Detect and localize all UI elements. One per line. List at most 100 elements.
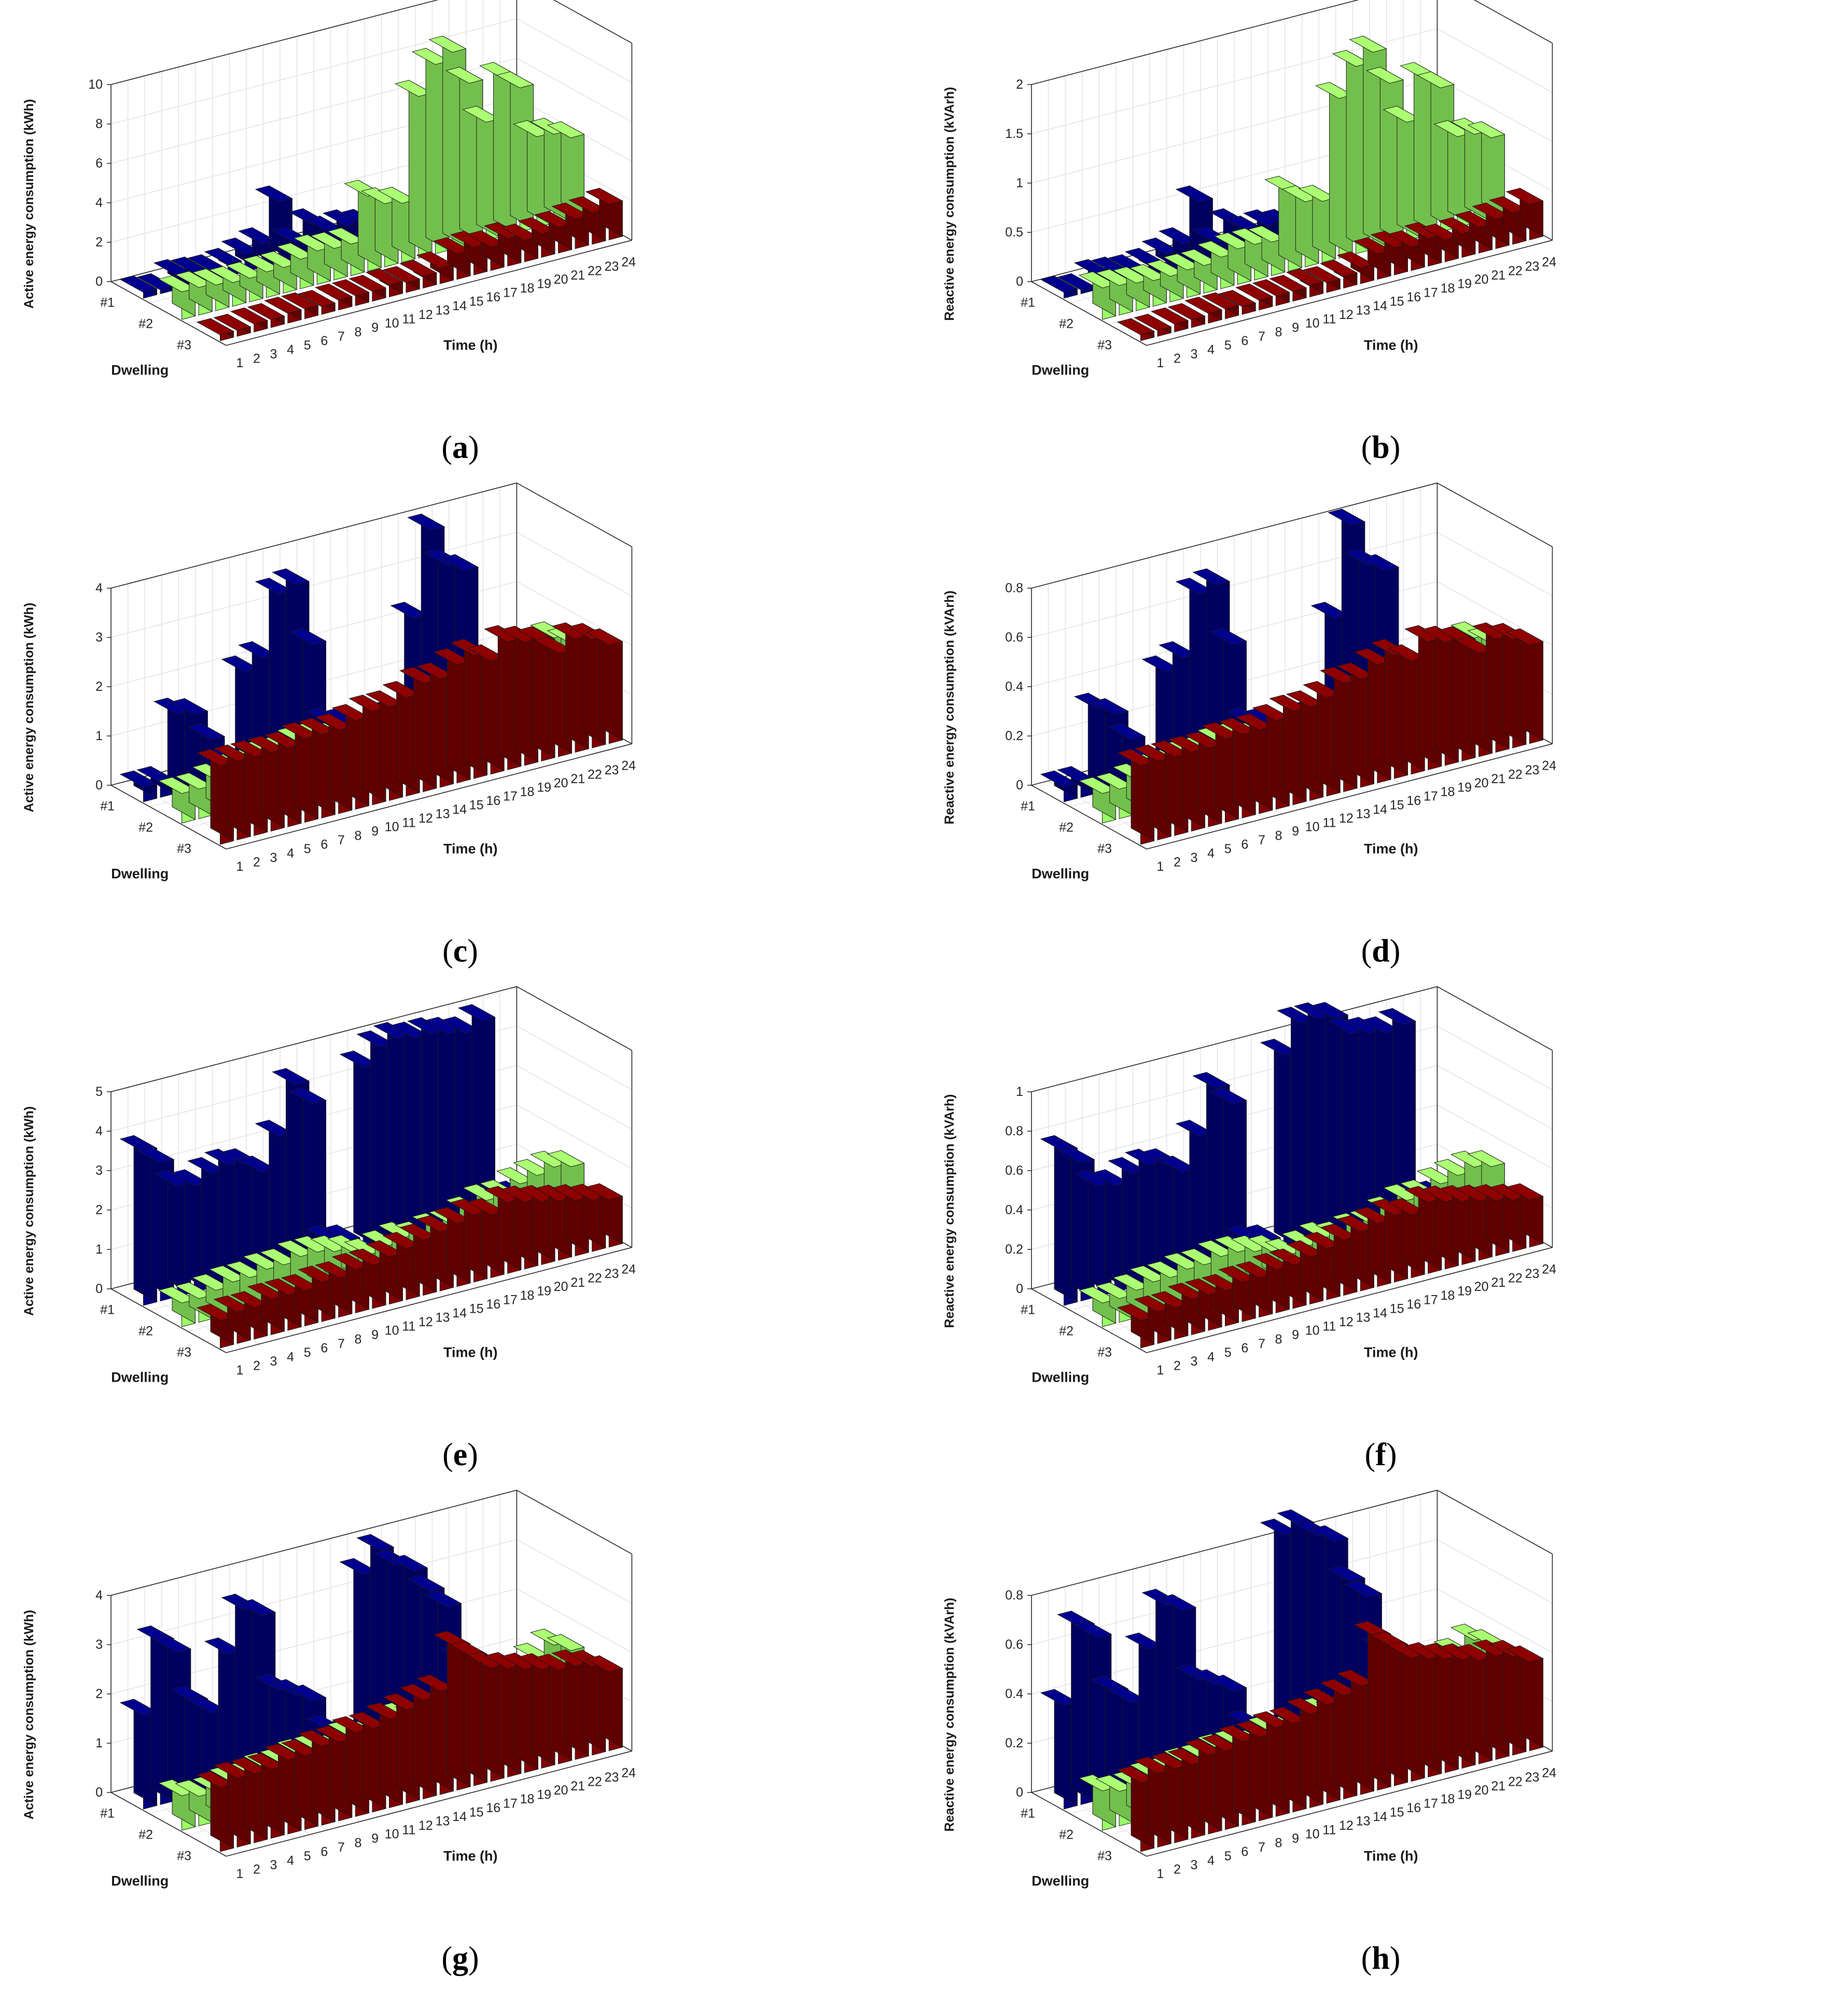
z-tick-label: 1 [95, 1736, 103, 1750]
x-tick-label: 15 [1390, 294, 1404, 309]
y-tick-label: #3 [1097, 1345, 1112, 1360]
z-tick-label: 10 [88, 77, 103, 92]
z-tick-label: 0.8 [1005, 1588, 1023, 1603]
chart-svg: 0 0.2 0.4 0.6 0.8 Reactive energy consumption… [942, 1490, 1556, 1889]
x-tick-label: 13 [436, 1310, 450, 1325]
x-tick-label: 17 [1424, 1293, 1438, 1308]
x-tick-label: 24 [621, 1765, 636, 1780]
x-tick-label: 2 [253, 1862, 260, 1876]
bar-d3-h17 [1387, 230, 1426, 271]
x-tick-label: 3 [1191, 347, 1198, 362]
z-tick-label: 0 [1016, 1282, 1023, 1296]
bar-d3-h1 [1117, 318, 1155, 341]
panel-caption: (e) [442, 1437, 478, 1472]
y-tick-label: #1 [1021, 296, 1035, 310]
x-axis-label: Time (h) [1364, 841, 1418, 857]
y-tick-label: #1 [1021, 1806, 1035, 1821]
bar-d3-h7 [1218, 289, 1257, 315]
x-tick-label: 4 [287, 846, 294, 860]
bar-d3-h12 [382, 266, 421, 293]
z-tick-label: 0.8 [1005, 1124, 1023, 1138]
z-tick-label: 2 [95, 679, 103, 694]
bar-d2-h5 [226, 261, 264, 302]
y-tick-label: #1 [1021, 799, 1035, 814]
x-tick-label: 20 [1474, 1280, 1489, 1294]
bar-d2-h1 [158, 1286, 196, 1327]
x-tick-label: 2 [1174, 351, 1181, 366]
x-tick-label: 10 [385, 316, 399, 331]
x-tick-label: 19 [1457, 781, 1472, 795]
x-axis-label: Time (h) [1364, 1848, 1418, 1864]
bar-d1-h1 [1040, 275, 1078, 299]
x-tick-label: 22 [1508, 767, 1523, 782]
x-tick-label: 1 [236, 356, 243, 370]
bar-d3-h1 [196, 318, 234, 341]
x-tick-label: 13 [436, 807, 450, 821]
y-axis-label: Dwelling [1031, 1370, 1089, 1385]
bar-d3-h10 [1269, 274, 1307, 302]
y-tick-label: #2 [1059, 317, 1073, 331]
z-tick-label: 0.5 [1005, 225, 1023, 240]
z-tick-label: 0.2 [1005, 729, 1023, 743]
x-tick-label: 9 [371, 824, 379, 839]
x-tick-label: 14 [1373, 802, 1387, 817]
z-axis-label: Reactive energy consumption (kVArh) [942, 590, 957, 824]
x-tick-label: 24 [621, 255, 636, 269]
x-tick-label: 2 [253, 351, 260, 366]
y-tick-label: #3 [177, 842, 191, 856]
bar-d3-h24 [585, 628, 623, 744]
x-tick-label: 4 [1207, 1853, 1215, 1868]
chart-panel-a: 0 2 4 6 8 10 Active energy consumption (kWh) 1 2… [0, 0, 920, 504]
x-tick-label: 17 [503, 1293, 518, 1308]
x-tick-label: 4 [1207, 1350, 1215, 1364]
x-tick-label: 22 [588, 263, 602, 278]
x-tick-label: 1 [1156, 1363, 1164, 1378]
bar-d3-h5 [264, 296, 302, 324]
bar-d3-h10 [348, 274, 387, 302]
y-tick-label: #2 [138, 1828, 153, 1842]
x-tick-label: 9 [371, 1831, 379, 1846]
x-tick-label: 24 [1542, 1765, 1556, 1780]
x-tick-label: 18 [520, 785, 535, 799]
x-tick-label: 13 [1356, 1814, 1371, 1828]
x-tick-label: 5 [1224, 338, 1232, 353]
x-tick-label: 21 [1491, 1275, 1505, 1290]
z-tick-label: 2 [95, 235, 103, 249]
z-tick-label: 3 [95, 1637, 103, 1652]
x-tick-label: 13 [1356, 1310, 1371, 1325]
x-tick-label: 18 [1441, 281, 1455, 296]
bar-d3-h3 [1150, 307, 1189, 332]
x-tick-label: 14 [452, 1810, 467, 1824]
bar-d1-h1 [119, 275, 158, 299]
bar-d3-h6 [281, 292, 319, 319]
x-tick-label: 18 [520, 1792, 535, 1806]
x-tick-label: 13 [1356, 807, 1371, 821]
x-tick-label: 3 [1191, 1354, 1198, 1369]
x-tick-label: 12 [1339, 1818, 1354, 1833]
bar-d2-h24 [547, 121, 585, 219]
x-tick-label: 5 [1224, 1345, 1232, 1360]
x-tick-label: 7 [1258, 833, 1265, 847]
x-tick-label: 24 [1542, 255, 1556, 269]
x-tick-label: 12 [419, 1818, 433, 1833]
x-tick-label: 12 [1339, 1315, 1354, 1329]
bar-d3-h7 [298, 289, 336, 315]
y-tick-label: #1 [100, 296, 115, 310]
x-tick-label: 7 [338, 833, 345, 847]
bar-d3-h8 [1235, 283, 1274, 311]
z-tick-label: 0.2 [1005, 1736, 1023, 1750]
x-tick-label: 19 [1457, 1284, 1472, 1299]
bars [1040, 1002, 1544, 1348]
x-tick-label: 15 [1390, 798, 1404, 812]
x-tick-label: 8 [355, 1836, 362, 1851]
z-tick-label: 0 [1016, 778, 1023, 793]
x-tick-label: 18 [1441, 785, 1455, 799]
z-tick-label: 2 [1016, 77, 1023, 92]
x-tick-label: 23 [605, 763, 619, 777]
x-tick-label: 14 [1373, 299, 1387, 313]
x-tick-label: 17 [1424, 1797, 1438, 1811]
x-tick-label: 17 [503, 1797, 518, 1811]
x-tick-label: 8 [355, 325, 362, 340]
